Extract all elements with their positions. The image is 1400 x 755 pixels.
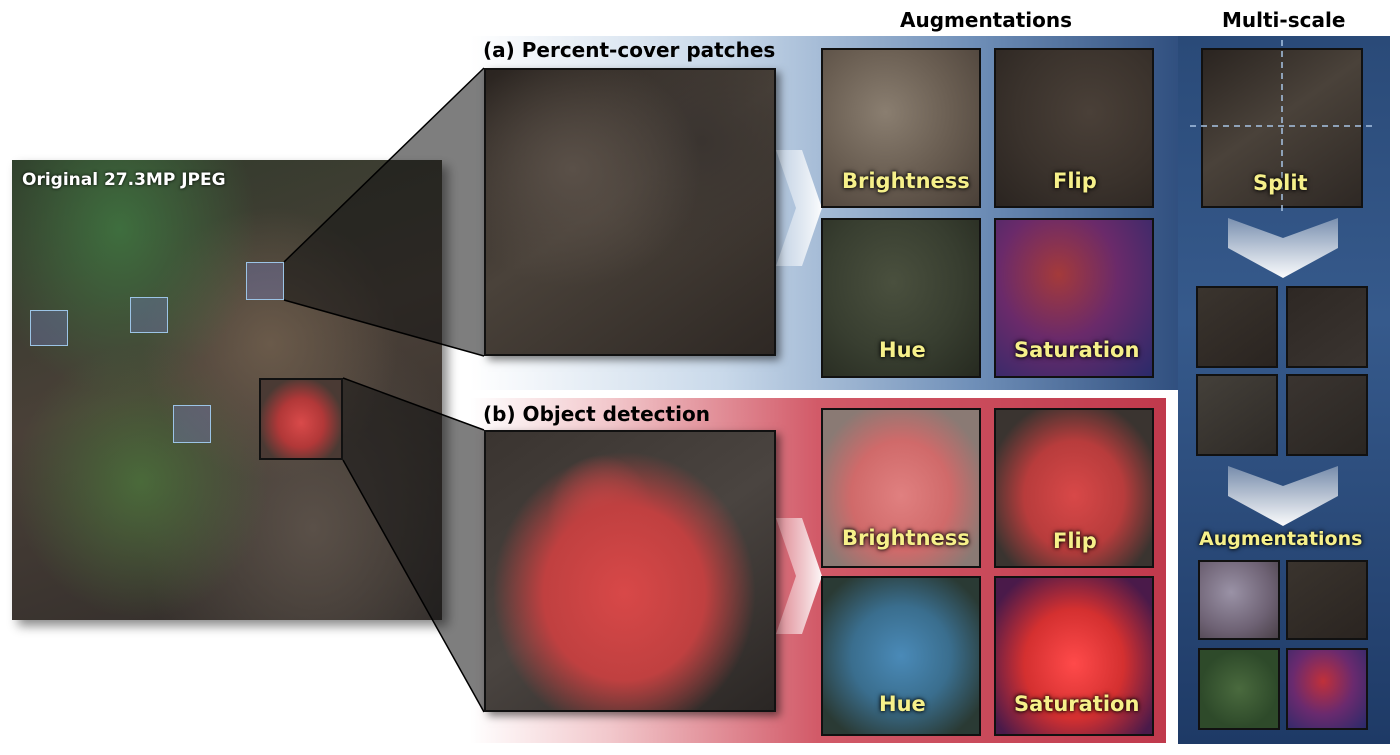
aug-a-saturation-label: Saturation	[1014, 338, 1140, 362]
split-quadrant-br	[1286, 374, 1368, 456]
aug-a-flip-label: Flip	[1053, 169, 1097, 193]
multiscale-aug-saturation	[1286, 648, 1368, 730]
patch-marker	[130, 297, 168, 333]
multiscale-augmentations-label: Augmentations	[1199, 528, 1363, 550]
patch-marker	[30, 310, 68, 346]
arrow-down-icon	[1228, 218, 1338, 278]
arrow-right-icon	[776, 150, 822, 266]
crab-marker	[259, 378, 343, 460]
panel-a-title: (a) Percent-cover patches	[483, 38, 776, 62]
split-quadrant-bl	[1196, 374, 1278, 456]
aug-b-saturation	[994, 576, 1154, 736]
multiscale-aug-brightness	[1198, 560, 1280, 640]
aug-a-saturation	[994, 218, 1154, 378]
arrow-down-icon	[1228, 466, 1338, 526]
aug-b-hue-label: Hue	[879, 692, 926, 716]
aug-b-brightness	[821, 408, 981, 568]
split-quadrant-tl	[1196, 286, 1278, 368]
patch-marker	[173, 405, 211, 443]
aug-b-saturation-label: Saturation	[1014, 692, 1140, 716]
split-label: Split	[1253, 171, 1308, 195]
panel-b-title: (b) Object detection	[483, 402, 710, 426]
split-quadrant-tr	[1286, 286, 1368, 368]
arrow-right-icon	[776, 518, 822, 634]
aug-a-flip	[994, 48, 1154, 208]
aug-b-hue	[821, 576, 981, 736]
multiscale-aug-hue	[1198, 648, 1280, 730]
split-lines	[1190, 40, 1374, 216]
aug-b-brightness-label: Brightness	[842, 526, 970, 550]
aug-a-brightness-label: Brightness	[842, 169, 970, 193]
multiscale-aug-flip	[1286, 560, 1368, 640]
augmentations-header: Augmentations	[900, 8, 1073, 32]
object-detection-crab	[484, 430, 776, 712]
aug-b-flip-label: Flip	[1053, 529, 1097, 553]
aug-a-hue	[821, 218, 981, 378]
aug-a-hue-label: Hue	[879, 338, 926, 362]
aug-a-brightness	[821, 48, 981, 208]
original-image-label: Original 27.3MP JPEG	[22, 170, 226, 190]
aug-b-flip	[994, 408, 1154, 568]
multiscale-header: Multi-scale	[1222, 8, 1346, 32]
patch-marker	[246, 262, 284, 300]
percent-cover-patch	[484, 68, 776, 356]
